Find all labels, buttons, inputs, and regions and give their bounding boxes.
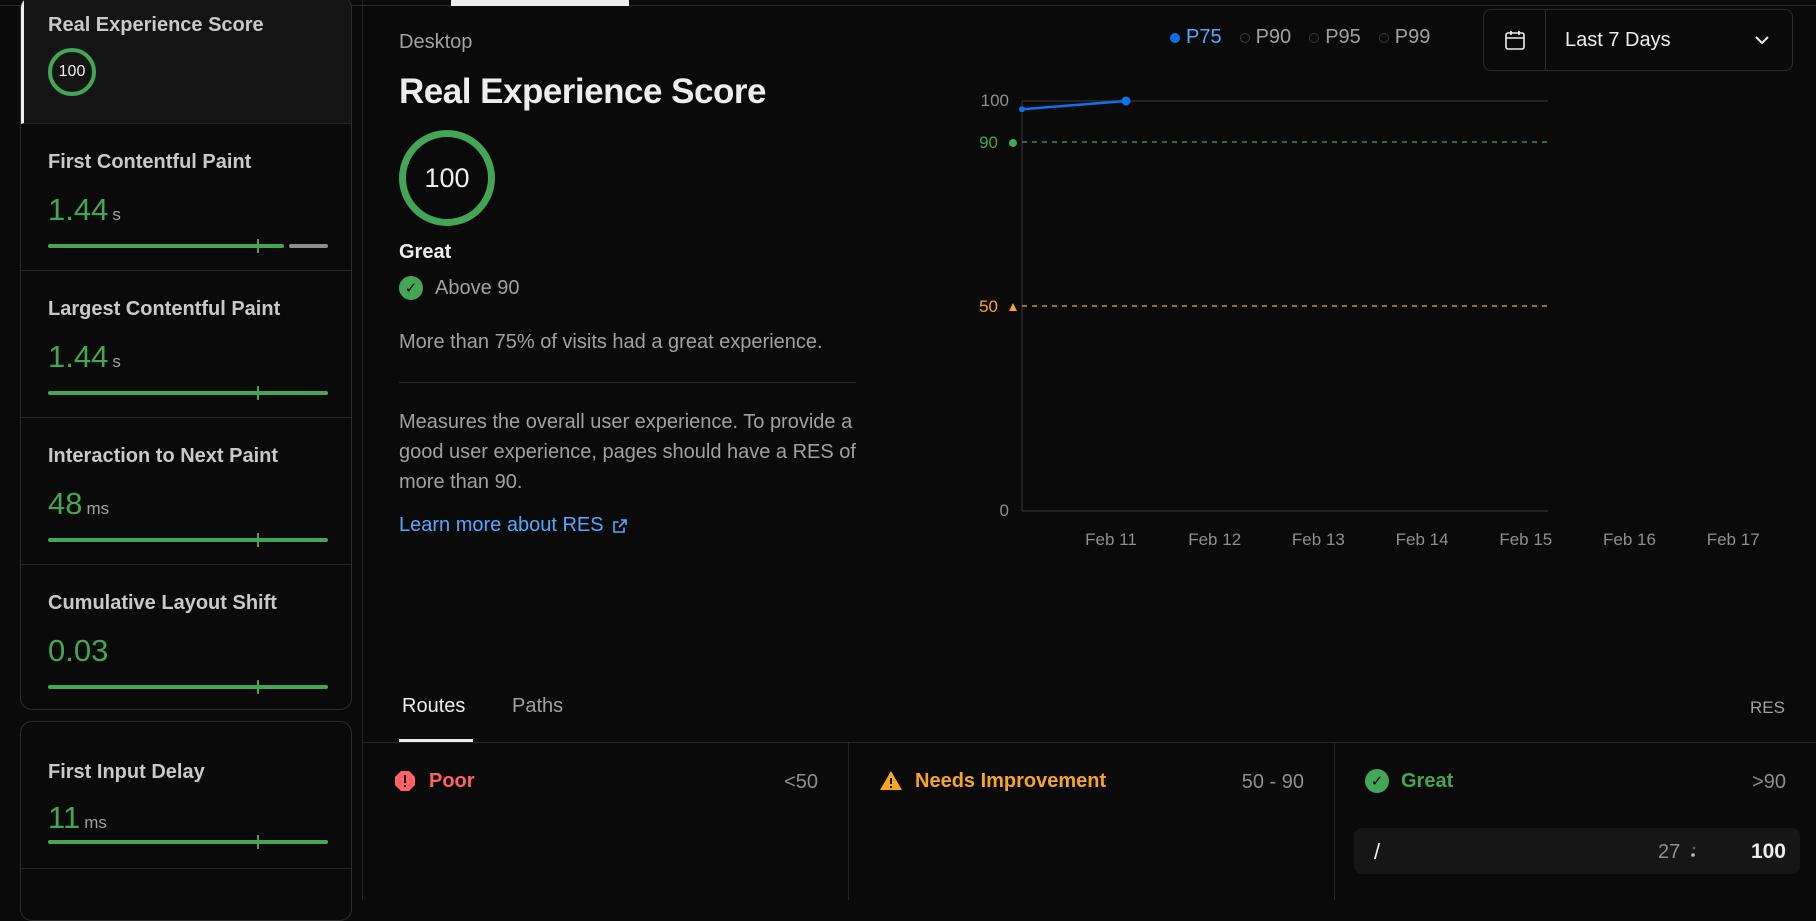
active-top-tab-indicator — [451, 0, 629, 6]
metric-value: 1.44 s — [48, 192, 121, 227]
tab-routes[interactable]: Routes — [402, 695, 466, 717]
device-label: Desktop — [399, 31, 473, 53]
chevron-down-icon — [1755, 36, 1769, 45]
bucket-header: Needs Improvement — [879, 769, 1106, 793]
metric-unit: ms — [86, 499, 110, 518]
metric-distribution-bar — [48, 386, 328, 400]
description-text: Measures the overall user experience. To… — [399, 411, 856, 493]
metrics-sidebar-secondary: First Input Delay 11 ms — [20, 721, 352, 921]
routes-tabs: Routes Paths RES — [363, 681, 1816, 743]
bucket-range: <50 — [784, 771, 818, 793]
external-link-icon — [612, 518, 627, 533]
sidebar-item-label: Interaction to Next Paint — [48, 445, 279, 467]
panel-divider — [362, 0, 363, 900]
score-ring: 100 — [48, 48, 96, 96]
sidebar-item-label: Real Experience Score — [48, 14, 264, 36]
route-score: 100 — [1750, 840, 1786, 863]
bucket-poor: Poor <50 — [363, 743, 849, 900]
bucket-header: Poor — [393, 769, 475, 793]
bucket-great: ✓ Great >90 — [1335, 743, 1816, 900]
sidebar-item-label: First Input Delay — [48, 761, 205, 783]
sidebar-item-label: First Contentful Paint — [48, 151, 252, 173]
date-range-select[interactable]: Last 7 Days — [1483, 9, 1793, 71]
x-tick-label: Feb 17 — [1707, 530, 1760, 549]
threshold-label: 50 — [979, 297, 998, 316]
data-point — [1121, 96, 1131, 106]
route-visit-count: 27 — [1658, 841, 1681, 863]
sidebar-item-label: Cumulative Layout Shift — [48, 592, 277, 614]
metric-value: 0.03 — [48, 633, 109, 668]
sidebar-item-lcp[interactable]: Largest Contentful Paint 1.44 s — [21, 271, 351, 418]
percentile-p99[interactable]: P99 — [1378, 26, 1430, 49]
metric-distribution-bar — [48, 239, 328, 253]
percentile-p75[interactable]: P75 — [1170, 26, 1222, 49]
date-range-label: Last 7 Days — [1565, 28, 1671, 51]
metric-distribution-bar — [48, 533, 328, 547]
spark-dots-icon — [1691, 846, 1696, 857]
radio-dot-icon — [1378, 32, 1389, 43]
bucket-range: 50 - 90 — [1241, 771, 1304, 793]
rating-label: Great — [399, 241, 452, 263]
x-tick-label: Feb 11 — [1085, 530, 1137, 549]
radio-dot-icon — [1309, 32, 1320, 43]
metrics-sidebar: Real Experience Score 100 First Contentf… — [20, 0, 352, 710]
metric-unit: ms — [84, 813, 107, 832]
summary-text: More than 75% of visits had a great expe… — [399, 331, 823, 353]
threshold-great-marker — [1009, 139, 1017, 147]
metric-unit: s — [112, 352, 121, 371]
y-tick-label: 0 — [1000, 501, 1009, 520]
sidebar-item-inp[interactable]: Interaction to Next Paint 48 ms — [21, 418, 351, 565]
radio-dot-icon — [1239, 32, 1250, 43]
tab-paths[interactable]: Paths — [512, 695, 564, 717]
sidebar-item-label: Largest Contentful Paint — [48, 298, 281, 320]
percentile-selector: P75 P90 P95 P99 — [1170, 26, 1430, 49]
x-tick-label: Feb 16 — [1603, 530, 1656, 549]
threshold-warning-marker — [1009, 303, 1017, 311]
calendar-icon — [1484, 10, 1546, 70]
bucket-needs-improvement: Needs Improvement 50 - 90 — [849, 743, 1335, 900]
sidebar-item-cls[interactable]: Cumulative Layout Shift 0.03 — [21, 565, 351, 709]
route-path: / — [1374, 839, 1381, 864]
metric-value: 1.44 s — [48, 339, 121, 374]
series-line — [1021, 99, 1127, 111]
threshold-label: Above 90 — [435, 276, 520, 299]
percentile-p90[interactable]: P90 — [1239, 26, 1291, 49]
warning-triangle-icon — [880, 771, 902, 790]
active-tab-indicator — [399, 739, 473, 742]
percentile-p95[interactable]: P95 — [1309, 26, 1361, 49]
y-tick-label: 100 — [981, 91, 1009, 110]
metric-value: 48 ms — [48, 486, 110, 521]
top-tab-strip — [0, 0, 1816, 6]
sidebar-item-fid[interactable]: First Input Delay 11 ms — [21, 722, 351, 869]
x-tick-label: Feb 14 — [1396, 530, 1449, 549]
threshold-label: 90 — [979, 133, 998, 152]
sidebar-item-fcp[interactable]: First Contentful Paint 1.44 s — [21, 124, 351, 271]
divider — [399, 382, 856, 383]
page-title: Real Experience Score — [399, 72, 766, 111]
score-ring: 100 — [399, 130, 495, 226]
res-column-label: RES — [1750, 698, 1785, 717]
x-tick-label: Feb 12 — [1188, 530, 1241, 549]
route-row[interactable]: / 27 100 — [1354, 828, 1800, 874]
bucket-header: ✓ Great — [1365, 769, 1453, 793]
data-point — [1019, 106, 1025, 113]
res-line-chart: 100 0 90 50 Feb 11 Feb 12 Feb 13 Feb 14 Feb 15 Fe… — [979, 91, 1760, 549]
alert-octagon-icon — [395, 771, 415, 791]
check-circle-icon: ✓ — [399, 276, 423, 300]
x-tick-label: Feb 13 — [1292, 530, 1345, 549]
bucket-range: >90 — [1752, 771, 1786, 793]
check-circle-icon: ✓ — [1365, 769, 1389, 793]
metric-value: 11 ms — [48, 800, 107, 835]
metric-distribution-bar — [48, 835, 328, 849]
sidebar-item-res[interactable]: Real Experience Score 100 — [21, 0, 351, 124]
radio-dot-icon — [1170, 32, 1180, 43]
learn-more-label: Learn more about RES — [399, 514, 604, 536]
metric-distribution-bar — [48, 680, 328, 694]
learn-more-link[interactable]: Learn more about RES — [399, 514, 628, 537]
metric-unit: s — [112, 205, 121, 224]
x-tick-label: Feb 15 — [1499, 530, 1552, 549]
threshold-status: ✓ Above 90 — [399, 276, 520, 300]
